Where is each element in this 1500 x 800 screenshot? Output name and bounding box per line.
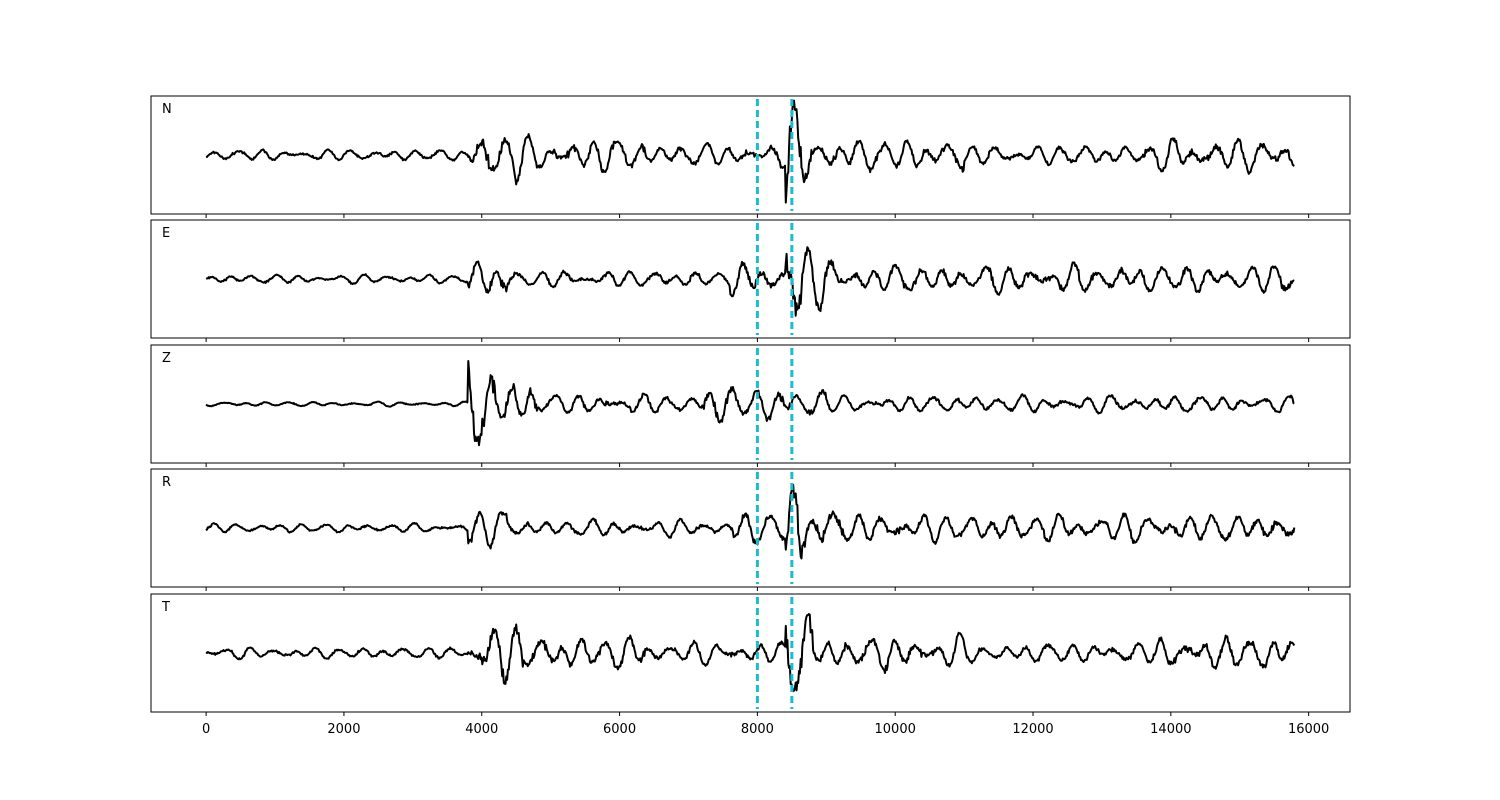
channel-label: N <box>162 102 172 117</box>
x-tick-label: 2000 <box>327 722 360 737</box>
x-tick-label: 10000 <box>875 722 916 737</box>
waveform-r <box>205 483 1296 560</box>
panel-n: N <box>150 95 1351 218</box>
x-tick-label: 14000 <box>1150 722 1191 737</box>
panel-t: T <box>150 593 1351 716</box>
waveform-t <box>205 613 1296 693</box>
panel-z: Z <box>150 344 1351 467</box>
channel-label: T <box>161 600 170 615</box>
panel-frame <box>150 95 1351 215</box>
channel-label: E <box>162 226 170 241</box>
x-tick-label: 0 <box>202 722 210 737</box>
x-tick-label: 16000 <box>1288 722 1329 737</box>
panel-frame <box>150 593 1351 713</box>
channel-label: R <box>162 475 171 490</box>
channel-label: Z <box>162 351 171 366</box>
panel-e: E <box>150 219 1351 342</box>
panel-frame <box>150 219 1351 339</box>
x-tick-label: 8000 <box>741 722 774 737</box>
x-tick-label: 6000 <box>603 722 636 737</box>
panel-r: R <box>150 468 1351 591</box>
panel-frame <box>150 468 1351 588</box>
x-tick-label: 4000 <box>465 722 498 737</box>
waveform-z <box>205 360 1295 447</box>
waveform-n <box>205 99 1295 204</box>
x-axis: 0 2000 4000 6000 8000 10000 12000 14000 16000 <box>202 722 1329 737</box>
x-tick-label: 12000 <box>1012 722 1053 737</box>
waveform-e <box>205 246 1295 317</box>
panels: N E Z R T <box>150 95 1351 716</box>
panel-frame <box>150 344 1351 464</box>
